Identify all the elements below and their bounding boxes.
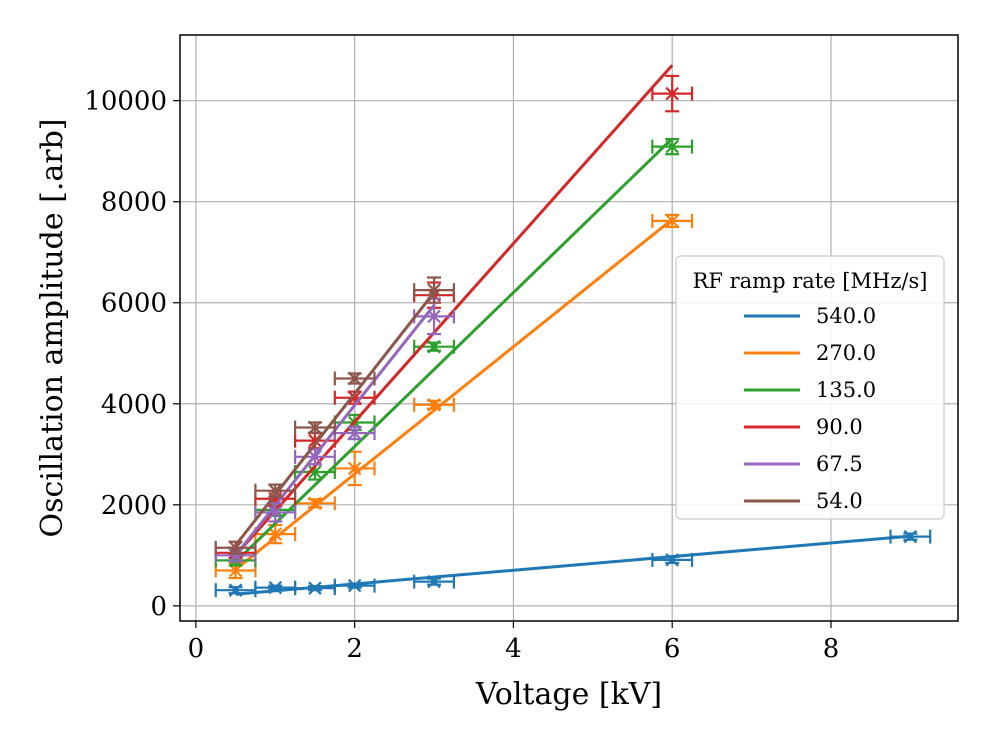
data-point [651,213,694,229]
x-marker [308,450,322,464]
x-marker [347,426,362,440]
fit-line [234,218,674,571]
x-tick-label: 6 [664,634,681,664]
y-tick-label: 8000 [101,188,167,218]
fit-line [234,291,436,547]
data-point [333,371,376,386]
data-point [294,420,336,435]
legend-item: 135.0 [744,378,876,402]
legend-label: 67.5 [816,452,863,476]
x-tick-label: 0 [188,634,205,664]
legend-item: 67.5 [744,452,863,476]
x-axis-label: Voltage [kV] [475,677,662,712]
x-marker [268,527,283,541]
x-marker [308,465,322,479]
x-marker [347,578,362,593]
x-marker [228,583,243,597]
x-marker [427,339,441,354]
x-marker [308,420,322,435]
x-marker [268,505,283,520]
legend-title: RF ramp rate [MHz/s] [693,269,928,293]
series-layer [214,64,932,598]
data-point [333,578,376,593]
data-point [413,574,455,589]
data-point [333,425,376,441]
y-axis-label: Oscillation amplitude [.arb] [35,118,70,537]
data-point [254,502,297,523]
data-point [214,583,257,598]
x-tick-label: 4 [505,634,522,664]
x-tick-label: 2 [346,634,363,664]
legend-item: 54.0 [744,489,863,513]
x-marker [665,214,679,228]
data-point [254,483,297,498]
x-marker [427,574,441,589]
data-point [413,276,455,304]
y-tick-label: 10000 [84,87,167,117]
legend-item: 90.0 [744,415,863,439]
legend-label: 54.0 [816,489,863,513]
data-point [651,552,694,567]
plot-frame [179,34,959,622]
x-marker [427,309,441,324]
y-tick-label: 2000 [101,491,167,521]
y-tick-label: 6000 [101,289,167,319]
x-marker [268,483,283,498]
legend-label: 135.0 [816,378,876,402]
x-marker [903,529,918,544]
x-marker [347,371,362,386]
x-marker [427,283,441,297]
x-marker [308,496,322,511]
x-marker [665,553,679,567]
series-270.0 [214,213,694,580]
data-point [413,297,455,336]
ticks: 0 2 4 6 8 0 2000 4000 6000 8000 10000 [84,87,839,664]
series-135.0 [214,137,694,568]
data-point [294,496,336,511]
data-point [254,523,297,545]
y-tick-label: 0 [150,592,167,622]
data-point [333,450,376,487]
data-point [294,448,336,466]
legend-label: 540.0 [816,304,876,328]
legend-label: 270.0 [816,341,876,365]
x-marker [228,540,243,555]
data-point [651,137,694,156]
data-point [413,397,455,412]
x-marker [665,86,679,101]
data-point [889,529,932,544]
data-point [214,540,257,555]
x-marker [427,398,441,412]
series-54.0 [214,276,455,555]
x-marker [268,580,283,595]
data-point [651,74,694,113]
data-point [294,581,336,596]
x-marker [308,581,322,595]
legend-box [675,255,945,520]
legend: RF ramp rate [MHz/s] 540.0 270.0 135.0 90.0 6… [675,255,945,520]
x-marker [665,139,679,154]
y-tick-label: 4000 [101,390,167,420]
series-540.0 [214,529,932,598]
x-marker [347,461,362,476]
legend-item: 540.0 [744,304,876,328]
legend-item: 270.0 [744,341,876,365]
legend-label: 90.0 [816,415,863,439]
x-tick-label: 8 [823,634,840,664]
data-point [413,339,455,354]
